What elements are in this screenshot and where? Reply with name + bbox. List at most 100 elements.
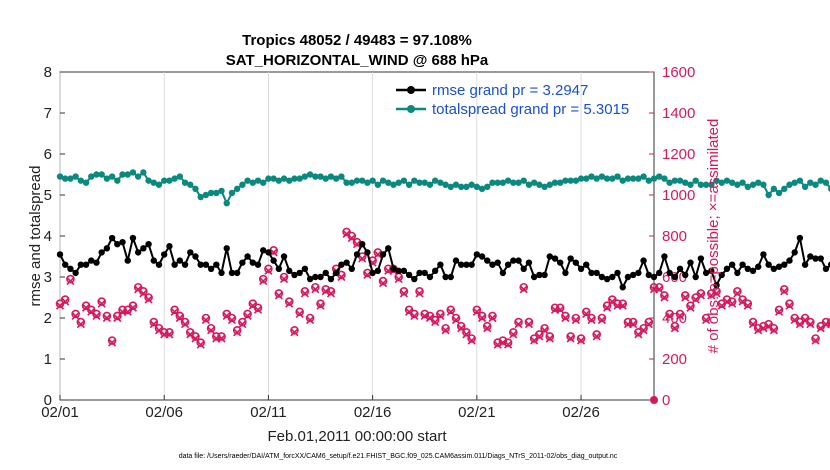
- totalspread-point: [770, 185, 778, 193]
- totalspread-point: [228, 189, 236, 197]
- rmse-point: [327, 275, 335, 283]
- obs-possible-point: [535, 330, 544, 339]
- x-tick-label: 02/26: [562, 404, 600, 421]
- obs-assimilated-stroke: [748, 320, 758, 329]
- rmse-point: [348, 265, 355, 272]
- obs-assimilated-stroke: [827, 320, 830, 325]
- chart-title-line1: Tropics 48052 / 49483 = 97.108%: [242, 32, 472, 49]
- obs-possible-point: [279, 272, 289, 282]
- legend: rmse grand pr = 3.2947 totalspread grand…: [396, 82, 629, 118]
- obs-assimilated-stroke: [128, 303, 138, 312]
- obs-possible-point: [60, 295, 70, 304]
- obs-assimilated-point: [733, 289, 742, 298]
- obs-assimilated-stroke: [571, 315, 580, 325]
- obs-assimilated-point: [311, 285, 320, 294]
- plot-area: [59, 71, 655, 401]
- totalspread-point: [72, 173, 79, 180]
- y2-tick-label: 1000: [662, 187, 695, 204]
- totalspread-point: [541, 183, 548, 190]
- rmse-point: [67, 265, 74, 272]
- obs-assimilated-point: [498, 338, 507, 347]
- rmse-point: [525, 259, 533, 266]
- totalspread-point: [666, 179, 673, 186]
- totalspread-point: [88, 173, 95, 180]
- y2-tick-label: 200: [662, 351, 687, 368]
- rmse-point: [338, 261, 345, 268]
- obs-possible-point: [97, 297, 106, 306]
- obs-assimilated-stroke: [556, 305, 565, 314]
- totalspread-point: [161, 177, 168, 184]
- obs-assimilated-stroke: [540, 326, 549, 335]
- rmse-point: [520, 265, 527, 272]
- obs-assimilated-stroke: [394, 274, 403, 284]
- totalspread-point: [270, 175, 277, 182]
- obs-possible-point: [759, 321, 768, 331]
- rmse-point: [728, 261, 736, 268]
- obs-assimilated-point: [410, 311, 419, 321]
- rmse-point: [682, 271, 689, 279]
- obs-possible-point: [503, 338, 513, 347]
- y-axis-label: rmse and totalspread: [27, 166, 44, 307]
- rmse-point: [541, 271, 548, 279]
- obs-assimilated-point: [108, 338, 117, 347]
- rmse-point: [119, 238, 126, 246]
- totalspread-point: [108, 173, 116, 180]
- totalspread-point: [812, 181, 819, 188]
- obs-assimilated-point: [780, 287, 789, 296]
- obs-possible-point: [722, 295, 732, 304]
- rmse-point: [447, 273, 454, 281]
- totalspread-point: [499, 179, 507, 186]
- obs-assimilated-stroke: [477, 313, 487, 323]
- totalspread-point: [650, 175, 658, 182]
- obs-assimilated-stroke: [207, 326, 216, 335]
- rmse-point: [77, 261, 85, 268]
- y-tick-label: 0: [44, 392, 52, 409]
- obs-possible-point: [707, 289, 716, 298]
- totalspread-point: [145, 177, 152, 184]
- totalspread-point: [749, 181, 757, 188]
- obs-possible-point: [509, 328, 518, 337]
- obs-assimilated-stroke: [686, 303, 695, 312]
- x-tick-label: 02/11: [250, 404, 286, 421]
- x-axis-label: Feb.01,2011 00:00:00 start: [267, 428, 447, 445]
- obs-assimilated-stroke: [696, 291, 705, 300]
- rmse-point: [588, 269, 595, 277]
- rmse-point: [593, 269, 600, 277]
- obs-possible-point: [321, 284, 331, 294]
- rmse-point: [223, 245, 230, 252]
- obs-assimilated-stroke: [191, 334, 200, 343]
- totalspread-point: [827, 185, 830, 192]
- obs-assimilated-stroke: [608, 297, 617, 306]
- obs-possible-point: [514, 317, 523, 327]
- obs-possible-point: [243, 309, 252, 319]
- obs-assimilated-point: [566, 334, 575, 343]
- totalspread-point: [744, 183, 751, 190]
- totalspread-point: [583, 175, 590, 182]
- totalspread-point: [296, 175, 303, 182]
- obs-assimilated-stroke: [728, 299, 737, 308]
- rmse-point: [661, 253, 668, 260]
- totalspread-point: [176, 173, 184, 180]
- obs-assimilated-point: [540, 326, 549, 335]
- obs-assimilated-point: [97, 299, 106, 308]
- totalspread-point: [119, 171, 126, 178]
- obs-possible-point: [451, 313, 461, 323]
- rmse-point: [494, 259, 501, 266]
- rmse-point: [317, 273, 324, 281]
- y-tick-label: 6: [44, 146, 52, 163]
- obs-assimilated-point: [811, 336, 820, 345]
- totalspread-point: [520, 177, 527, 184]
- totalspread-point: [286, 177, 293, 184]
- totalspread-point: [713, 177, 720, 184]
- totalspread-point: [98, 171, 105, 178]
- totalspread-point: [291, 175, 298, 182]
- obs-assimilated-stroke: [467, 336, 476, 345]
- totalspread-point: [275, 177, 283, 184]
- rmse-point: [108, 234, 116, 242]
- obs-assimilated-stroke: [410, 311, 419, 321]
- obs-assimilated-point: [394, 274, 403, 284]
- obs-assimilated-point: [592, 332, 601, 341]
- obs-possible-point: [524, 317, 534, 327]
- obs-assimilated-point: [76, 320, 85, 329]
- totalspread-point: [322, 175, 329, 182]
